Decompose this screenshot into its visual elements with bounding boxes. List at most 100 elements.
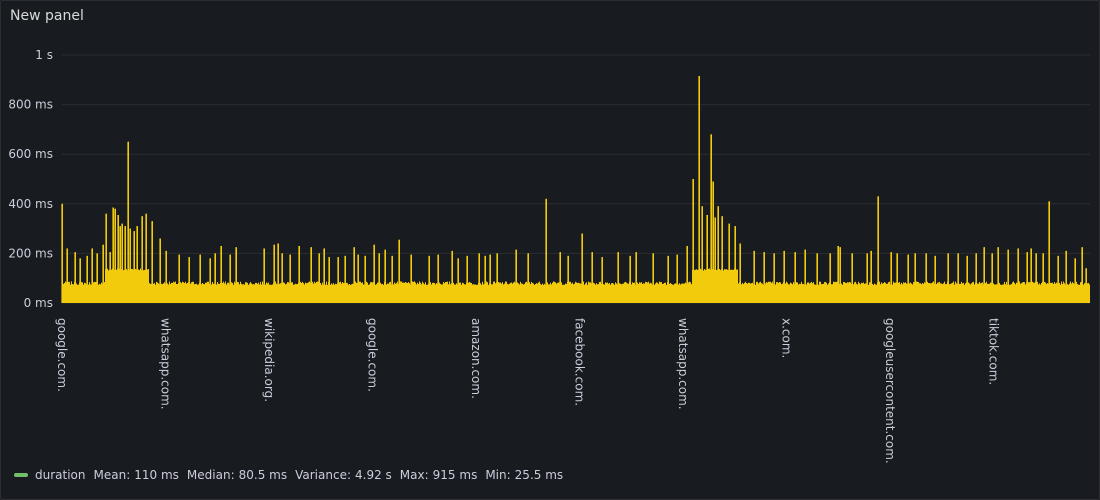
data-bar	[114, 208, 116, 303]
data-bar	[957, 253, 959, 303]
data-bar	[378, 253, 380, 303]
data-bar	[966, 255, 968, 303]
data-bar	[79, 258, 81, 303]
data-bar	[188, 257, 190, 303]
data-bar	[151, 221, 153, 303]
x-tick-label: google.com.	[55, 318, 69, 392]
legend-color-swatch[interactable]	[14, 473, 28, 477]
data-bar	[837, 245, 839, 303]
legend-series-name[interactable]: duration	[35, 468, 86, 482]
data-bar	[121, 223, 123, 303]
legend-stat-label: Mean:	[93, 468, 131, 482]
legend-stat-label: Max:	[399, 468, 429, 482]
data-bar	[870, 250, 872, 303]
data-bar	[701, 206, 703, 303]
data-bar	[773, 253, 775, 303]
data-bar	[1085, 268, 1087, 303]
data-bar	[739, 243, 741, 303]
legend-stat-value: 915 ms	[432, 468, 478, 482]
data-bar	[127, 141, 129, 303]
y-tick-label: 800 ms	[8, 98, 53, 112]
data-bar	[199, 254, 201, 303]
data-bar	[914, 253, 916, 303]
data-bar	[1065, 250, 1067, 303]
data-bar	[1057, 255, 1059, 303]
legend-stat-variance: Variance: 4.92 s	[295, 468, 392, 482]
x-axis: google.com. whatsapp.com. wikipedia.org. go…	[55, 318, 1001, 464]
data-bar	[763, 252, 765, 303]
data-bar	[457, 258, 459, 303]
data-bar	[652, 253, 654, 303]
legend-stat-value: 4.92 s	[355, 468, 392, 482]
data-bars	[61, 76, 1090, 303]
data-bar	[289, 254, 291, 303]
data-bar	[1035, 253, 1037, 303]
x-tick-label: x.com.	[780, 318, 794, 358]
data-bar	[983, 247, 985, 303]
data-bar	[839, 247, 841, 303]
legend-stat-label: Variance:	[295, 468, 351, 482]
data-bar	[635, 252, 637, 303]
data-bar	[119, 226, 121, 303]
data-bar	[281, 253, 283, 303]
data-bar	[1048, 201, 1050, 303]
data-bar	[728, 223, 730, 303]
data-bar	[717, 206, 719, 303]
data-bar	[851, 253, 853, 303]
data-bar	[86, 255, 88, 303]
y-axis: 0 ms 200 ms 400 ms 600 ms 800 ms 1 s	[8, 48, 53, 310]
x-tick-label: whatsapp.com.	[676, 318, 690, 410]
panel-title[interactable]: New panel	[10, 8, 84, 24]
data-bar	[559, 252, 561, 303]
x-tick-label: facebook.com.	[573, 318, 587, 406]
data-bar	[804, 249, 806, 303]
x-tick-label: googleusercontent.com.	[883, 318, 897, 464]
y-tick-label: 200 ms	[8, 246, 53, 260]
data-bar	[997, 247, 999, 303]
data-bar	[698, 76, 700, 303]
y-tick-label: 1 s	[35, 48, 53, 62]
data-bar	[117, 214, 119, 303]
data-bar	[229, 254, 231, 303]
data-bar	[734, 226, 736, 303]
y-tick-label: 600 ms	[8, 147, 53, 161]
data-bar	[273, 244, 275, 303]
data-bar	[947, 253, 949, 303]
data-bar	[235, 247, 237, 303]
data-bar	[353, 247, 355, 303]
data-bar	[145, 213, 147, 303]
data-bar	[364, 255, 366, 303]
data-bar	[692, 179, 694, 303]
data-bar	[783, 250, 785, 303]
data-bar	[1017, 248, 1019, 303]
data-bar	[337, 257, 339, 303]
data-bar	[706, 214, 708, 303]
data-bar	[105, 213, 107, 303]
data-bar	[714, 217, 716, 303]
legend-stat-value: 110 ms	[134, 468, 179, 482]
legend-stat-value: 80.5 ms	[238, 468, 288, 482]
legend-stat-label: Median:	[186, 468, 235, 482]
data-bar	[133, 231, 135, 303]
x-tick-label: google.com.	[366, 318, 380, 392]
data-bar	[391, 255, 393, 303]
legend-stat-value: 25.5 ms	[514, 468, 564, 482]
data-bar	[1081, 247, 1083, 303]
data-bar	[975, 253, 977, 303]
data-bar	[214, 253, 216, 303]
data-bar	[896, 253, 898, 303]
data-bar	[816, 253, 818, 303]
data-bar	[1074, 258, 1076, 303]
data-bar	[890, 252, 892, 303]
data-bar	[141, 216, 143, 303]
y-tick-label: 0 ms	[24, 296, 53, 310]
data-bar	[484, 255, 486, 303]
data-bar	[129, 228, 131, 303]
data-bar	[991, 253, 993, 303]
data-bar	[66, 248, 68, 303]
data-bar	[591, 252, 593, 303]
data-bar	[112, 207, 114, 303]
data-bar	[373, 244, 375, 303]
data-bar	[344, 255, 346, 303]
